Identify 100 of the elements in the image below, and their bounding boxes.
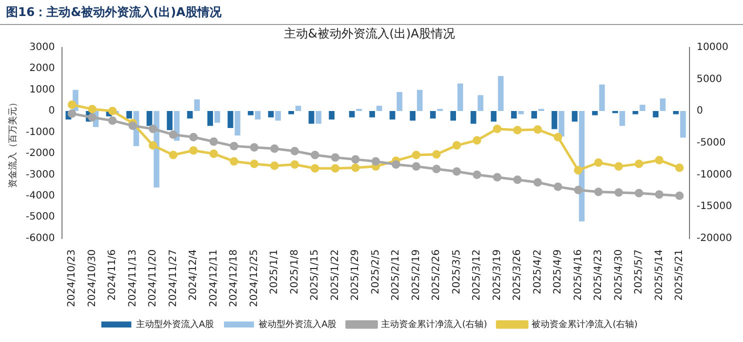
point (513, 126, 522, 134)
point (634, 188, 644, 198)
point (270, 162, 279, 170)
bar (599, 84, 605, 112)
bar (207, 111, 214, 126)
x-tick-label: 2025/2/5 (370, 249, 382, 294)
x-tick-label: 2024/10/23 (66, 249, 78, 308)
point (513, 176, 522, 184)
bar (430, 111, 436, 118)
bar (592, 111, 598, 116)
point (128, 121, 137, 130)
x-tick-label: 2024/12/4 (188, 249, 200, 301)
bar (478, 95, 484, 112)
y-tick-label: 2000 (29, 63, 55, 74)
point (209, 137, 218, 146)
x-tick-label: 2024/11/27 (168, 249, 179, 308)
point (108, 106, 117, 116)
bar (531, 111, 538, 118)
point (189, 146, 198, 155)
bar (410, 111, 416, 121)
bar (146, 111, 152, 126)
chart-subtitle: 主动&被动外资流入(出)A股情况 (284, 26, 455, 40)
point (634, 160, 644, 168)
bar (437, 108, 443, 112)
y2-tick-label: -10000 (696, 169, 732, 180)
legend-label: 被动资金累计净流入(右轴) (532, 318, 638, 330)
bar (619, 111, 626, 126)
x-tick-label: 2025/2/26 (431, 249, 442, 301)
point (371, 157, 380, 166)
bar (390, 111, 396, 120)
y2-tick-label: -15000 (696, 201, 732, 212)
point (330, 164, 340, 173)
point (412, 150, 420, 160)
x-tick-label: 2025/2/19 (410, 249, 422, 301)
bar (288, 111, 294, 114)
x-tick-label: 2025/3/12 (472, 249, 483, 301)
point (492, 173, 502, 182)
bar (470, 111, 476, 124)
point (594, 188, 603, 196)
bar (680, 111, 686, 138)
y2-tick-label: 0 (696, 106, 703, 117)
x-tick-label: 2025/5/21 (674, 249, 686, 301)
point (168, 150, 178, 160)
point (290, 146, 299, 156)
x-tick-label: 2025/1/15 (310, 249, 321, 301)
x-tick-label: 2025/2/12 (390, 249, 402, 301)
point (472, 170, 482, 179)
bar (376, 106, 382, 112)
point (310, 150, 320, 160)
point (168, 130, 178, 139)
point (351, 163, 360, 172)
bar (518, 111, 524, 114)
x-tick-label: 2024/11/6 (107, 249, 118, 301)
y-tick-label: -4000 (26, 190, 55, 202)
x-tick-label: 2025/5/14 (654, 249, 665, 301)
point (654, 190, 664, 199)
point (533, 125, 542, 134)
point (209, 149, 218, 158)
bar (673, 111, 679, 114)
point (88, 104, 96, 114)
x-tick-label: 2024/10/30 (86, 249, 98, 308)
point (392, 160, 400, 169)
chart-title: 图16：主动&被动外资流入(出)A股情况 (0, 0, 743, 25)
bar (498, 76, 504, 112)
bar (356, 108, 362, 112)
x-tick-label: 2025/3/5 (451, 249, 462, 294)
point (554, 132, 562, 142)
x-tick-label: 2025/4/9 (552, 249, 564, 294)
y-axis-title: 资金流入（百万美元） (8, 98, 19, 188)
point (594, 158, 603, 167)
x-tick-label: 2025/4/16 (572, 249, 584, 301)
point (574, 166, 582, 175)
y2-tick-label: 10000 (696, 42, 728, 53)
bar (558, 111, 564, 137)
bar (652, 111, 658, 118)
x-tick-label: 2024/12/18 (228, 249, 240, 308)
point (432, 164, 441, 174)
bar (640, 104, 646, 112)
point (330, 153, 340, 162)
bar (450, 111, 456, 121)
bar (328, 111, 335, 120)
bar (214, 111, 220, 123)
x-tick-label: 2025/1/29 (350, 249, 362, 301)
point (250, 143, 258, 152)
bar (194, 99, 200, 112)
bar (234, 111, 240, 136)
point (472, 136, 482, 145)
bar (490, 111, 497, 122)
point (654, 156, 664, 164)
legend-label: 主动资金累计净流入(右轴) (381, 318, 488, 330)
point (351, 155, 360, 164)
x-tick-label: 2024/12/11 (208, 249, 220, 308)
point (412, 162, 420, 171)
bar (457, 83, 464, 112)
point (533, 178, 542, 187)
bar (254, 111, 261, 120)
bar (275, 111, 281, 121)
x-tick-label: 2024/11/13 (127, 249, 138, 308)
point (68, 109, 76, 118)
x-tick-label: 2024/12/25 (248, 249, 260, 308)
